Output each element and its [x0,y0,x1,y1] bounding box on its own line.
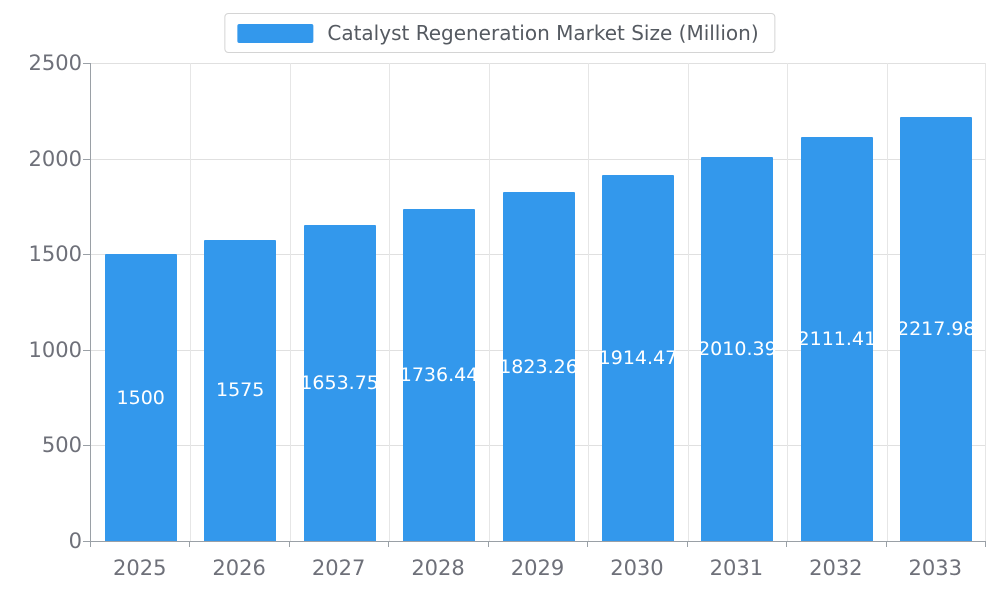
x-tick-mark [686,541,688,547]
bar: 1736.44 [400,209,478,541]
x-tick-label: 2029 [510,556,565,580]
x-tick-label: 2028 [411,556,465,580]
x-tick-mark [487,541,489,547]
x-tick-label: 2027 [311,556,366,580]
x-tick-mark [587,541,589,547]
x-tick-label: 2033 [908,556,962,580]
y-tick-mark [83,63,90,64]
gridline-vertical [985,63,986,541]
y-tick-label: 1000 [28,337,82,362]
x-axis: 2025 2026 2027 2028 2029 2030 2031 2032 2033 [90,541,986,591]
x-tick-mark [288,541,290,547]
legend-label: Catalyst Regeneration Market Size (Milli… [327,21,759,45]
gridline-vertical [787,63,789,541]
y-tick-label: 0 [68,529,82,553]
bar: 1575 [204,239,277,541]
y-tick-label: 2500 [28,51,82,75]
x-tick-label: 2026 [212,556,266,580]
bar-value-label: 1914.47 [598,346,678,369]
x-tick-mark [388,541,390,547]
y-tick-label: 500 [41,433,82,458]
y-tick-mark [83,349,90,351]
y-tick-mark [83,541,90,542]
gridline-vertical [886,63,888,541]
bar-value-label: 1575 [215,379,265,402]
chart-legend[interactable]: Catalyst Regeneration Market Size (Milli… [224,13,776,53]
gridline-vertical [588,63,590,541]
y-tick-mark [83,254,90,256]
bar-value-label: 1736.44 [399,364,479,386]
x-tick-label: 2030 [610,556,664,580]
x-tick-label: 2031 [709,556,764,580]
gridline-horizontal [91,63,986,64]
gridline-vertical [190,63,192,541]
bar: 2111.41 [798,137,876,541]
x-tick-mark [786,541,788,547]
gridline-vertical [389,63,391,541]
bar: 1914.47 [599,174,677,541]
bar-value-label: 1823.26 [499,355,578,378]
legend-swatch [237,23,314,43]
bar-value-label: 1653.75 [300,371,379,394]
x-tick-label: 2032 [809,556,863,580]
bar-value-label: 2111.41 [797,328,877,351]
bar-value-label: 1500 [116,386,165,409]
x-tick-mark [985,541,986,547]
bar: 2217.98 [897,116,976,541]
y-tick-mark [83,158,90,160]
bar-value-label: 2010.39 [698,337,777,360]
x-tick-mark [90,541,91,547]
bar-value-label: 2217.98 [896,317,976,340]
y-tick-label: 2000 [28,146,82,171]
y-axis: 0 500 1000 1500 2000 2500 [0,51,90,553]
gridline-vertical [289,63,291,541]
bar: 1823.26 [499,192,578,541]
gridline-vertical [687,63,689,541]
x-tick-mark [189,541,191,547]
x-tick-label: 2025 [112,556,167,580]
y-tick-mark [83,445,90,447]
bar: 2010.39 [698,156,777,541]
plot-area: 1500 1575 1653.75 1736.44 1823.26 1914.47 2010… [90,63,986,542]
gridline-vertical [488,63,490,541]
x-tick-mark [885,541,887,547]
bar: 1500 [104,254,177,541]
bar: 1653.75 [300,224,379,541]
y-tick-label: 1500 [28,242,82,267]
